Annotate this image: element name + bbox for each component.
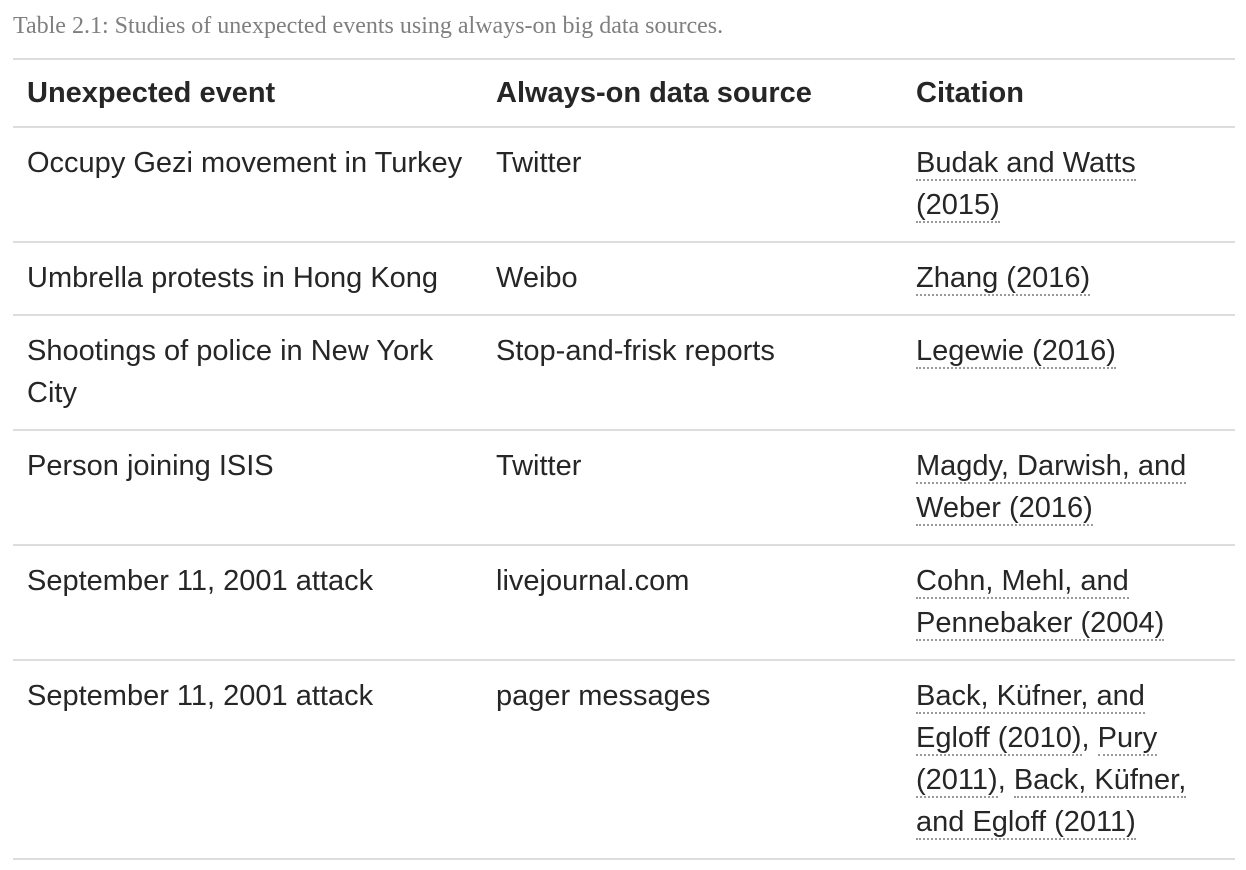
citation-separator: , bbox=[997, 764, 1014, 796]
header-citation: Citation bbox=[916, 77, 1024, 109]
cell-citation: Budak and Watts (2015) bbox=[902, 127, 1235, 242]
cell-data-source: Twitter bbox=[496, 147, 582, 179]
citation-link[interactable]: Pury (2011) bbox=[916, 722, 1158, 798]
table-row: Umbrella protests in Hong Kong Weibo Zhang… bbox=[13, 242, 1235, 315]
citation-link[interactable]: Budak and Watts (2015) bbox=[916, 147, 1136, 223]
cell-citation: Cohn, Mehl, and Pennebaker (2004) bbox=[902, 545, 1235, 660]
citation-link[interactable]: Magdy, Darwish, and Weber (2016) bbox=[916, 450, 1187, 526]
table-row: Occupy Gezi movement in Turkey Twitter Bud… bbox=[13, 127, 1235, 242]
cell-unexpected-event: Person joining ISIS bbox=[27, 450, 274, 482]
header-unexpected-event: Unexpected event bbox=[27, 77, 276, 109]
cell-data-source: pager messages bbox=[496, 680, 711, 712]
cell-citation: Magdy, Darwish, and Weber (2016) bbox=[902, 430, 1235, 545]
citation-link[interactable]: Zhang (2016) bbox=[916, 262, 1091, 296]
cell-unexpected-event: September 11, 2001 attack bbox=[27, 565, 374, 597]
cell-unexpected-event: September 11, 2001 attack bbox=[27, 680, 374, 712]
cell-data-source: Twitter bbox=[496, 450, 582, 482]
table-body: Occupy Gezi movement in Turkey Twitter Bud… bbox=[13, 127, 1235, 859]
table-row: September 11, 2001 attack livejournal.com… bbox=[13, 545, 1235, 660]
studies-table: Unexpected event Always-on data source C… bbox=[13, 58, 1235, 860]
table-header-row: Unexpected event Always-on data source C… bbox=[13, 59, 1235, 127]
cell-citation: Legewie (2016) bbox=[902, 315, 1235, 430]
citation-link[interactable]: Back, Küfner, and Egloff (2011) bbox=[916, 764, 1187, 840]
citation-link[interactable]: Legewie (2016) bbox=[916, 335, 1116, 369]
cell-unexpected-event: Umbrella protests in Hong Kong bbox=[27, 262, 439, 294]
cell-citation: Back, Küfner, and Egloff (2010), Pury (2… bbox=[902, 660, 1235, 859]
table-row: Person joining ISIS Twitter Magdy, Darwish… bbox=[13, 430, 1235, 545]
cell-data-source: Weibo bbox=[496, 262, 578, 294]
citation-link[interactable]: Back, Küfner, and Egloff (2010) bbox=[916, 680, 1145, 756]
cell-unexpected-event: Shootings of police in New York City bbox=[27, 335, 434, 409]
header-data-source: Always-on data source bbox=[496, 77, 812, 109]
citation-link[interactable]: Cohn, Mehl, and Pennebaker (2004) bbox=[916, 565, 1165, 641]
cell-data-source: livejournal.com bbox=[496, 565, 690, 597]
citation-separator: , bbox=[1081, 722, 1098, 754]
cell-data-source: Stop-and-frisk reports bbox=[496, 335, 775, 367]
cell-citation: Zhang (2016) bbox=[902, 242, 1235, 315]
table-row: September 11, 2001 attack pager messages B… bbox=[13, 660, 1235, 859]
cell-unexpected-event: Occupy Gezi movement in Turkey bbox=[27, 147, 463, 179]
table-row: Shootings of police in New York City Stop… bbox=[13, 315, 1235, 430]
table-caption: Table 2.1: Studies of unexpected events … bbox=[13, 13, 724, 39]
